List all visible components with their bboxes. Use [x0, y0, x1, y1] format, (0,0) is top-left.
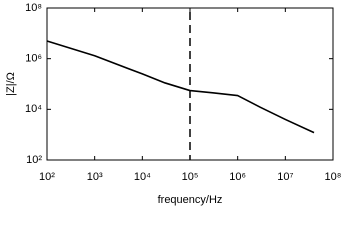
y-tick-label: 10⁴	[25, 103, 42, 115]
x-tick-label: 10³	[87, 171, 103, 183]
y-tick-label: 10²	[26, 154, 42, 166]
y-axis-title: |Z|/Ω	[5, 72, 17, 96]
x-tick-label: 10⁵	[182, 171, 199, 183]
y-tick-label: 10⁶	[25, 53, 42, 65]
data-line	[46, 40, 315, 134]
x-tick-label: 10⁸	[325, 171, 342, 183]
x-tick-label: 10⁷	[277, 171, 293, 183]
x-tick-label: 10²	[39, 171, 55, 183]
y-tick-label: 10⁸	[25, 2, 42, 14]
x-axis-title: frequency/Hz	[158, 194, 223, 206]
x-tick-label: 10⁴	[134, 171, 151, 183]
x-tick-label: 10⁶	[229, 171, 246, 183]
chart: frequency/Hz |Z|/Ω 10² 10³ 10⁴ 10⁵ 10⁶ 10⁷ 10⁸…	[5, 2, 342, 206]
